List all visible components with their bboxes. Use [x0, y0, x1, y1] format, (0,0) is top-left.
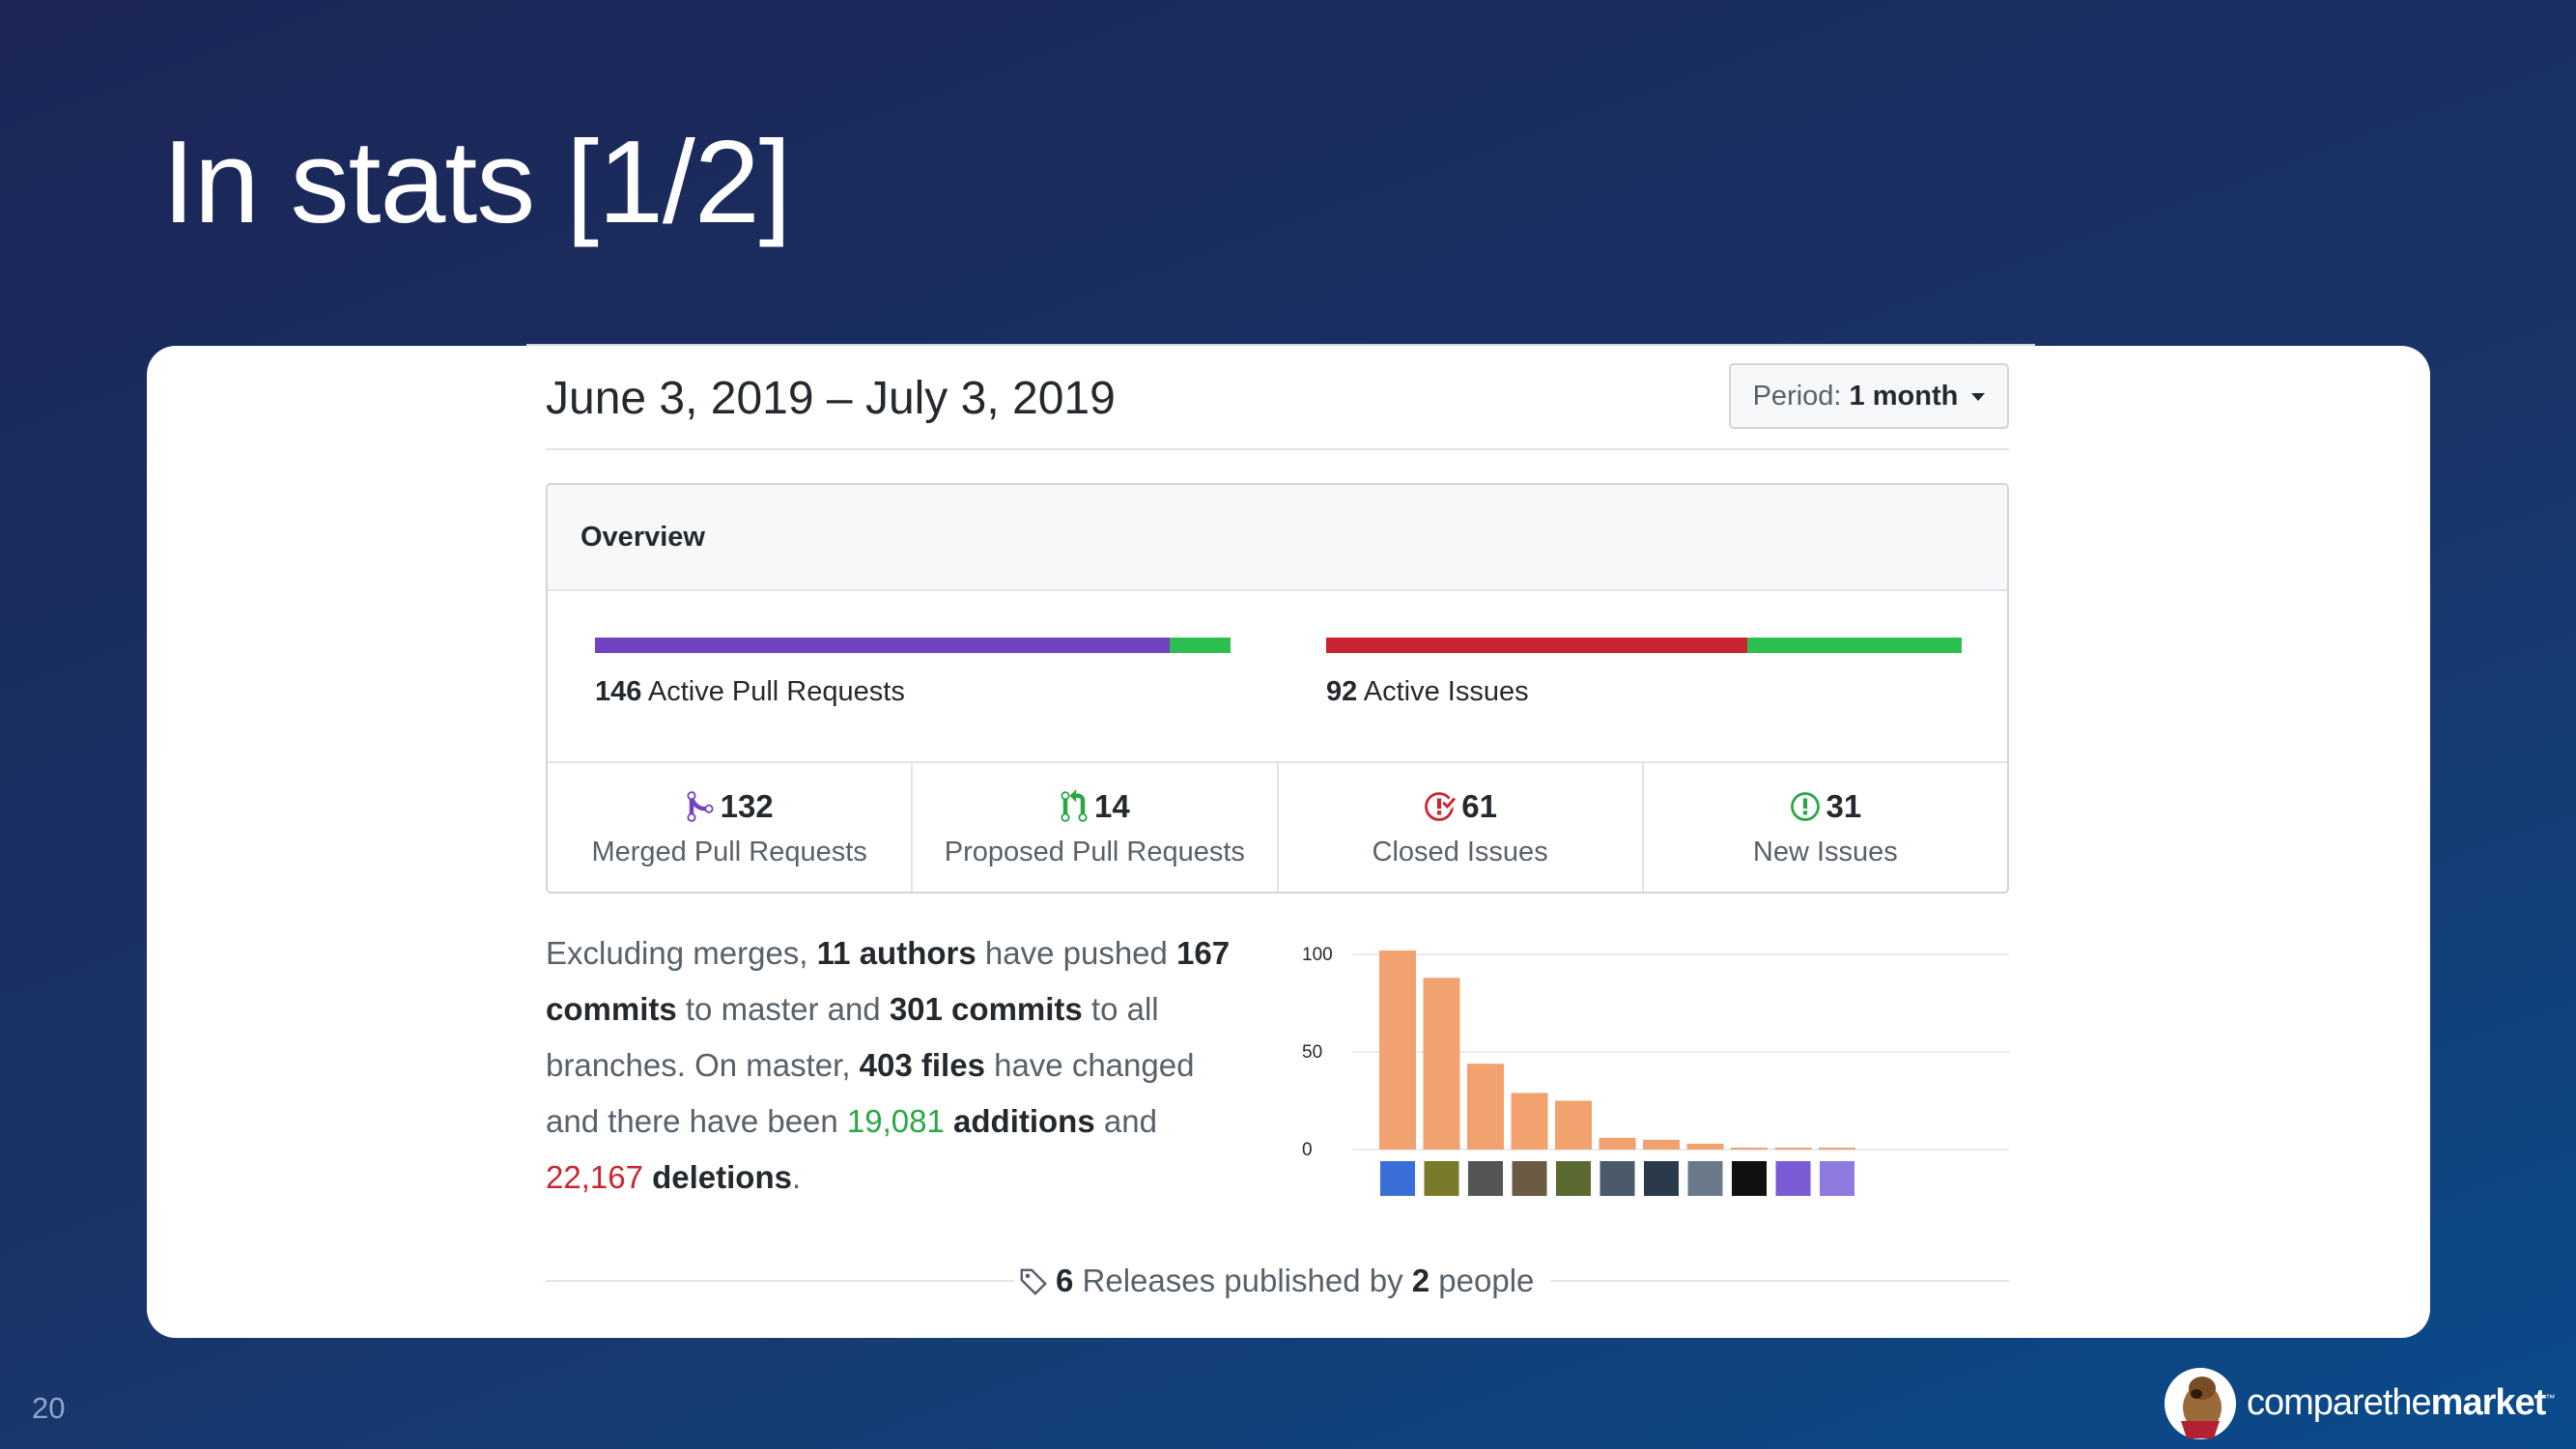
closed-issues-label: Closed Issues: [1372, 837, 1548, 867]
overview-title: Overview: [548, 485, 2007, 591]
brand-name: comparethemarket™: [2247, 1382, 2555, 1424]
summary-text: .: [791, 1159, 802, 1195]
chart-bar: [1774, 1147, 1812, 1150]
overview-panel: Overview 146 Active Pull Requests 92 Act…: [546, 483, 2009, 894]
deletions-count: 22,167: [546, 1159, 643, 1195]
chart-bar: [1423, 978, 1460, 1150]
chart-bar: [1511, 1093, 1548, 1150]
y-tick-label: 100: [1302, 945, 1333, 965]
chart-bar: [1555, 1100, 1592, 1150]
releases-divider-left: [546, 1280, 1014, 1282]
proposed-pr-label: Proposed Pull Requests: [944, 837, 1245, 867]
issues-progress-bar: [1326, 638, 1962, 653]
pull-requests-progress-bar: [595, 638, 1231, 653]
author-avatar[interactable]: [1732, 1161, 1767, 1196]
new-issue-icon: [1790, 792, 1820, 821]
releases-text: people: [1430, 1263, 1535, 1298]
summary-text: to master and: [676, 991, 890, 1027]
chart-bar: [1731, 1147, 1768, 1150]
author-avatar[interactable]: [1468, 1161, 1503, 1196]
commits-by-author-chart: 100 50 0: [1302, 945, 2009, 1196]
additions-count: 19,081: [846, 1103, 945, 1139]
author-avatar[interactable]: [1687, 1161, 1723, 1196]
closed-issues-value: 61: [1461, 788, 1497, 824]
merged-pull-requests-stat[interactable]: 132 Merged Pull Requests: [548, 763, 914, 892]
chart-bar: [1643, 1139, 1680, 1150]
active-issues-label: Active Issues: [1363, 676, 1529, 707]
period-value: 1 month: [1849, 381, 1959, 412]
overview-stats-row: 132 Merged Pull Requests 14 Proposed Pul…: [548, 761, 2007, 892]
active-pull-requests-link[interactable]: 146 Active Pull Requests: [595, 676, 905, 708]
release-people-count: 2: [1411, 1263, 1430, 1298]
brand-trademark: ™: [2545, 1393, 2555, 1405]
author-avatar[interactable]: [1775, 1161, 1811, 1196]
releases-text: Releases published by: [1073, 1263, 1412, 1298]
issue-closed-segment: [1326, 638, 1748, 653]
merged-pr-icon: [687, 791, 714, 822]
brand-name-regular: comparethe: [2247, 1382, 2432, 1423]
summary-text: and: [1094, 1103, 1157, 1139]
new-issues-stat[interactable]: 31 New Issues: [1644, 763, 2007, 892]
chart-bar: [1467, 1064, 1504, 1150]
header-divider: [546, 448, 2009, 450]
commit-summary: Excluding merges, 11 authors have pushed…: [546, 925, 1241, 1206]
summary-text: have pushed: [976, 935, 1177, 971]
chart-bar: [1686, 1143, 1724, 1150]
chart-bar: [1819, 1147, 1855, 1150]
open-pr-icon: [1061, 789, 1088, 822]
authors-count[interactable]: 11 authors: [816, 935, 977, 971]
author-avatar[interactable]: [1820, 1161, 1854, 1196]
additions-label: additions: [944, 1103, 1095, 1139]
issue-open-segment: [1747, 638, 1962, 653]
all-commits-count: 301 commits: [889, 991, 1083, 1027]
active-pr-label: Active Pull Requests: [647, 676, 905, 707]
period-dropdown-button[interactable]: Period: 1 month: [1729, 363, 2009, 429]
brand-name-bold: market: [2430, 1382, 2547, 1423]
author-avatar[interactable]: [1556, 1161, 1591, 1196]
slide-title: In stats [1/2]: [162, 116, 792, 247]
pr-open-segment: [1169, 638, 1231, 653]
closed-issue-icon: [1425, 792, 1457, 821]
summary-text: to all branches. On master,: [546, 991, 1159, 1083]
period-label: Period:: [1752, 381, 1842, 412]
closed-issues-stat[interactable]: 61 Closed Issues: [1279, 763, 1644, 892]
summary-text: have changed and there have been: [546, 1047, 1195, 1139]
releases-count: 6: [1056, 1263, 1074, 1298]
meerkat-logo-icon: [2165, 1367, 2236, 1439]
files-changed-count: 403 files: [859, 1047, 985, 1083]
chart-bar: [1379, 950, 1416, 1150]
author-avatar[interactable]: [1424, 1161, 1459, 1196]
proposed-pull-requests-stat[interactable]: 14 Proposed Pull Requests: [913, 763, 1279, 892]
merged-pr-label: Merged Pull Requests: [591, 837, 867, 867]
releases-divider-right: [1550, 1280, 2009, 1282]
master-commits-count: 167 commits: [546, 935, 1231, 1027]
new-issues-value: 31: [1826, 788, 1862, 824]
active-issues-count: 92: [1326, 676, 1358, 707]
y-tick-label: 0: [1302, 1140, 1313, 1160]
page-number: 20: [32, 1391, 66, 1425]
y-tick-label: 50: [1302, 1042, 1322, 1063]
tag-icon: [1020, 1268, 1047, 1295]
author-avatar[interactable]: [1599, 1161, 1635, 1196]
merged-pr-value: 132: [720, 788, 774, 824]
active-issues-link[interactable]: 92 Active Issues: [1326, 676, 1529, 708]
author-avatar[interactable]: [1644, 1161, 1679, 1196]
summary-text: Excluding merges,: [546, 935, 817, 971]
author-avatar[interactable]: [1512, 1161, 1547, 1196]
new-issues-label: New Issues: [1752, 837, 1898, 867]
date-range: June 3, 2019 – July 3, 2019: [546, 373, 1116, 424]
top-divider: [526, 344, 2035, 346]
active-pr-count: 146: [595, 676, 642, 707]
pr-merged-segment: [595, 638, 1170, 653]
caret-down-icon: [1971, 393, 1986, 402]
brand-logo: comparethemarket™: [2164, 1367, 2555, 1439]
proposed-pr-value: 14: [1094, 788, 1130, 824]
chart-bar: [1599, 1137, 1636, 1150]
author-avatar[interactable]: [1380, 1161, 1415, 1196]
deletions-label: deletions: [642, 1159, 792, 1195]
releases-summary[interactable]: 6 Releases published by 2 people: [1019, 1263, 1534, 1299]
